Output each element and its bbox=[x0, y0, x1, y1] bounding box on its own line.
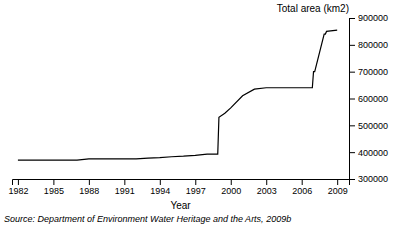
x-tick-label: 2006 bbox=[292, 186, 312, 196]
y-tick: 900000 bbox=[349, 13, 388, 23]
x-axis-line bbox=[13, 180, 350, 186]
y-tick: 500000 bbox=[349, 121, 388, 131]
y-tick: 800000 bbox=[349, 40, 388, 50]
x-tick: 2003 bbox=[257, 179, 277, 196]
marks bbox=[18, 30, 337, 160]
x-tick-mark bbox=[337, 179, 338, 185]
x-tick-label: 1997 bbox=[186, 186, 206, 196]
x-tick: 1985 bbox=[44, 179, 64, 196]
x-tick-mark bbox=[266, 179, 267, 185]
line bbox=[18, 30, 337, 160]
x-tick-mark bbox=[53, 179, 54, 185]
y-tick-label: 900000 bbox=[358, 13, 388, 23]
x-tick-label: 1994 bbox=[150, 186, 170, 196]
x-tick-label: 2009 bbox=[328, 186, 348, 196]
y-tick-mark bbox=[349, 45, 355, 46]
y-axis-title: Total area (km2) bbox=[277, 3, 349, 14]
y-tick-label: 700000 bbox=[358, 67, 388, 77]
x-tick-label: 1985 bbox=[44, 186, 64, 196]
x-tick-mark bbox=[302, 179, 303, 185]
x-tick-label: 2003 bbox=[257, 186, 277, 196]
x-tick-label: 2000 bbox=[221, 186, 241, 196]
x-tick-label: 1982 bbox=[8, 186, 28, 196]
x-tick-mark bbox=[89, 179, 90, 185]
x-tick: 2009 bbox=[328, 179, 348, 196]
y-tick: 300000 bbox=[349, 174, 388, 184]
y-tick: 400000 bbox=[349, 148, 388, 158]
chart: 1982 1985 1988 1991 1994 1997 2000 2003 2006 2009… bbox=[0, 0, 397, 227]
x-tick-mark bbox=[18, 179, 19, 185]
x-axis: 1982 1985 1988 1991 1994 1997 2000 2003 2006 2009 bbox=[8, 179, 349, 196]
x-tick: 1997 bbox=[186, 179, 206, 196]
x-tick: 1988 bbox=[79, 179, 99, 196]
y-tick: 700000 bbox=[349, 67, 388, 77]
y-tick-label: 800000 bbox=[358, 40, 388, 50]
x-tick: 1991 bbox=[115, 179, 135, 196]
x-axis-title: Year bbox=[170, 200, 191, 211]
x-tick-label: 1991 bbox=[115, 186, 135, 196]
x-tick-label: 1988 bbox=[79, 186, 99, 196]
y-tick-mark bbox=[349, 18, 355, 19]
x-tick-mark bbox=[160, 179, 161, 185]
y-tick-label: 300000 bbox=[358, 174, 388, 184]
y-tick-mark bbox=[349, 179, 355, 180]
x-tick-mark bbox=[231, 179, 232, 185]
plot: 1982 1985 1988 1991 1994 1997 2000 2003 2006 2009… bbox=[8, 13, 388, 196]
y-axis-line bbox=[350, 19, 356, 180]
source-note: Source: Department of Environment Water … bbox=[4, 214, 291, 224]
x-tick-mark bbox=[124, 179, 125, 185]
x-tick-mark bbox=[195, 179, 196, 185]
x-tick: 1982 bbox=[8, 179, 28, 196]
y-axis: 300000 400000 500000 600000 700000 800000 9000… bbox=[349, 13, 388, 184]
y-tick-mark bbox=[349, 99, 355, 100]
y-tick-mark bbox=[349, 72, 355, 73]
x-tick: 1994 bbox=[150, 179, 170, 196]
x-tick: 2000 bbox=[221, 179, 241, 196]
y-tick: 600000 bbox=[349, 94, 388, 104]
y-tick-label: 500000 bbox=[358, 121, 388, 131]
y-tick-mark bbox=[349, 125, 355, 126]
y-tick-mark bbox=[349, 152, 355, 153]
y-tick-label: 600000 bbox=[358, 94, 388, 104]
x-tick: 2006 bbox=[292, 179, 312, 196]
y-tick-label: 400000 bbox=[358, 148, 388, 158]
